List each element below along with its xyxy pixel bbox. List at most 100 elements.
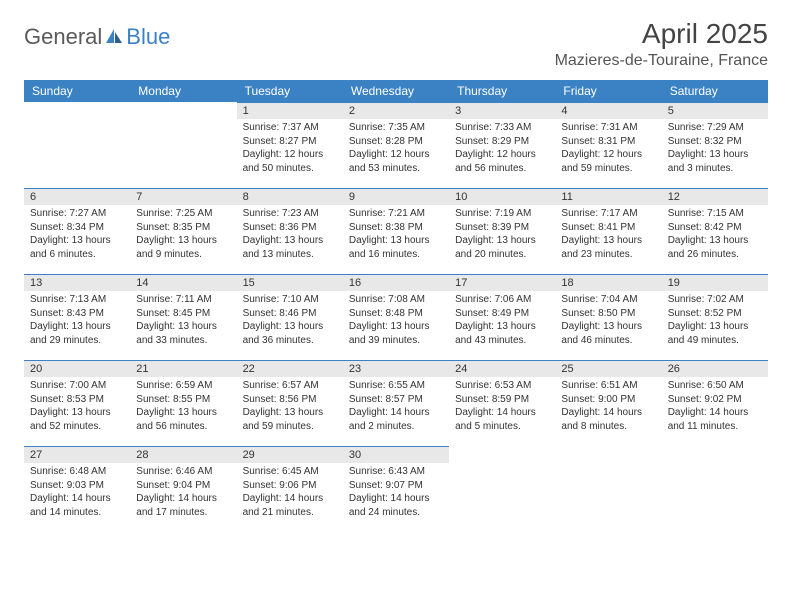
sunrise-text: Sunrise: 7:21 AM	[349, 207, 443, 221]
calendar-day-cell: 30Sunrise: 6:43 AMSunset: 9:07 PMDayligh…	[343, 446, 449, 532]
calendar-day-cell: 5Sunrise: 7:29 AMSunset: 8:32 PMDaylight…	[662, 102, 768, 188]
brand-name-2: Blue	[126, 24, 170, 50]
sunset-text: Sunset: 8:29 PM	[455, 135, 549, 149]
day-number: 22	[237, 360, 343, 377]
sunset-text: Sunset: 8:57 PM	[349, 393, 443, 407]
sunrise-text: Sunrise: 6:57 AM	[243, 379, 337, 393]
sunset-text: Sunset: 8:52 PM	[668, 307, 762, 321]
calendar-day-cell: 28Sunrise: 6:46 AMSunset: 9:04 PMDayligh…	[130, 446, 236, 532]
day-details: Sunrise: 7:13 AMSunset: 8:43 PMDaylight:…	[24, 291, 130, 351]
day-details: Sunrise: 7:23 AMSunset: 8:36 PMDaylight:…	[237, 205, 343, 265]
day-details: Sunrise: 7:33 AMSunset: 8:29 PMDaylight:…	[449, 119, 555, 179]
sunset-text: Sunset: 8:28 PM	[349, 135, 443, 149]
day-details: Sunrise: 7:27 AMSunset: 8:34 PMDaylight:…	[24, 205, 130, 265]
day-details: Sunrise: 7:06 AMSunset: 8:49 PMDaylight:…	[449, 291, 555, 351]
day-number: 28	[130, 446, 236, 463]
sunrise-text: Sunrise: 6:55 AM	[349, 379, 443, 393]
sunrise-text: Sunrise: 7:33 AM	[455, 121, 549, 135]
weekday-header: Thursday	[449, 80, 555, 102]
calendar-day-cell: 18Sunrise: 7:04 AMSunset: 8:50 PMDayligh…	[555, 274, 661, 360]
sunrise-text: Sunrise: 7:02 AM	[668, 293, 762, 307]
weekday-header: Tuesday	[237, 80, 343, 102]
weekday-header: Saturday	[662, 80, 768, 102]
day-details: Sunrise: 7:29 AMSunset: 8:32 PMDaylight:…	[662, 119, 768, 179]
sunset-text: Sunset: 8:32 PM	[668, 135, 762, 149]
sunrise-text: Sunrise: 7:37 AM	[243, 121, 337, 135]
sunset-text: Sunset: 8:53 PM	[30, 393, 124, 407]
sunset-text: Sunset: 8:49 PM	[455, 307, 549, 321]
sunset-text: Sunset: 8:46 PM	[243, 307, 337, 321]
sunrise-text: Sunrise: 6:59 AM	[136, 379, 230, 393]
daylight-text: Daylight: 14 hours and 5 minutes.	[455, 406, 549, 433]
day-number: 9	[343, 188, 449, 205]
sunrise-text: Sunrise: 7:29 AM	[668, 121, 762, 135]
calendar-day-cell: 12Sunrise: 7:15 AMSunset: 8:42 PMDayligh…	[662, 188, 768, 274]
daylight-text: Daylight: 13 hours and 23 minutes.	[561, 234, 655, 261]
calendar-day-cell: 11Sunrise: 7:17 AMSunset: 8:41 PMDayligh…	[555, 188, 661, 274]
day-details: Sunrise: 6:55 AMSunset: 8:57 PMDaylight:…	[343, 377, 449, 437]
day-details: Sunrise: 7:10 AMSunset: 8:46 PMDaylight:…	[237, 291, 343, 351]
daylight-text: Daylight: 14 hours and 24 minutes.	[349, 492, 443, 519]
sunrise-text: Sunrise: 7:13 AM	[30, 293, 124, 307]
day-details: Sunrise: 7:17 AMSunset: 8:41 PMDaylight:…	[555, 205, 661, 265]
sunset-text: Sunset: 9:07 PM	[349, 479, 443, 493]
calendar-day-cell: 10Sunrise: 7:19 AMSunset: 8:39 PMDayligh…	[449, 188, 555, 274]
sunset-text: Sunset: 8:39 PM	[455, 221, 549, 235]
brand-logo: General Blue	[24, 18, 170, 50]
day-number: 11	[555, 188, 661, 205]
sunrise-text: Sunrise: 6:50 AM	[668, 379, 762, 393]
calendar-day-cell: 7Sunrise: 7:25 AMSunset: 8:35 PMDaylight…	[130, 188, 236, 274]
weekday-header: Wednesday	[343, 80, 449, 102]
daylight-text: Daylight: 13 hours and 46 minutes.	[561, 320, 655, 347]
day-number: 14	[130, 274, 236, 291]
day-details: Sunrise: 7:04 AMSunset: 8:50 PMDaylight:…	[555, 291, 661, 351]
daylight-text: Daylight: 12 hours and 53 minutes.	[349, 148, 443, 175]
day-number: 15	[237, 274, 343, 291]
calendar-day-cell	[555, 446, 661, 532]
sunrise-text: Sunrise: 6:51 AM	[561, 379, 655, 393]
daylight-text: Daylight: 12 hours and 50 minutes.	[243, 148, 337, 175]
daylight-text: Daylight: 13 hours and 59 minutes.	[243, 406, 337, 433]
sunrise-text: Sunrise: 7:17 AM	[561, 207, 655, 221]
sunset-text: Sunset: 8:55 PM	[136, 393, 230, 407]
day-details: Sunrise: 7:00 AMSunset: 8:53 PMDaylight:…	[24, 377, 130, 437]
sunrise-text: Sunrise: 7:27 AM	[30, 207, 124, 221]
daylight-text: Daylight: 13 hours and 56 minutes.	[136, 406, 230, 433]
daylight-text: Daylight: 13 hours and 13 minutes.	[243, 234, 337, 261]
day-details: Sunrise: 6:53 AMSunset: 8:59 PMDaylight:…	[449, 377, 555, 437]
calendar-day-cell	[449, 446, 555, 532]
weekday-header: Sunday	[24, 80, 130, 102]
header: General Blue April 2025 Mazieres-de-Tour…	[24, 18, 768, 70]
weekday-header: Friday	[555, 80, 661, 102]
sunset-text: Sunset: 8:35 PM	[136, 221, 230, 235]
day-number: 25	[555, 360, 661, 377]
daylight-text: Daylight: 13 hours and 16 minutes.	[349, 234, 443, 261]
day-number: 12	[662, 188, 768, 205]
sunset-text: Sunset: 8:48 PM	[349, 307, 443, 321]
day-number: 8	[237, 188, 343, 205]
day-details: Sunrise: 6:51 AMSunset: 9:00 PMDaylight:…	[555, 377, 661, 437]
day-details: Sunrise: 6:46 AMSunset: 9:04 PMDaylight:…	[130, 463, 236, 523]
sunset-text: Sunset: 8:45 PM	[136, 307, 230, 321]
day-details: Sunrise: 6:45 AMSunset: 9:06 PMDaylight:…	[237, 463, 343, 523]
day-number: 4	[555, 102, 661, 119]
sunset-text: Sunset: 8:50 PM	[561, 307, 655, 321]
sunset-text: Sunset: 8:56 PM	[243, 393, 337, 407]
day-number: 29	[237, 446, 343, 463]
day-details: Sunrise: 6:50 AMSunset: 9:02 PMDaylight:…	[662, 377, 768, 437]
calendar-day-cell	[130, 102, 236, 188]
calendar-day-cell: 24Sunrise: 6:53 AMSunset: 8:59 PMDayligh…	[449, 360, 555, 446]
day-number: 16	[343, 274, 449, 291]
daylight-text: Daylight: 13 hours and 33 minutes.	[136, 320, 230, 347]
day-details: Sunrise: 7:37 AMSunset: 8:27 PMDaylight:…	[237, 119, 343, 179]
sunrise-text: Sunrise: 6:53 AM	[455, 379, 549, 393]
calendar-day-cell: 15Sunrise: 7:10 AMSunset: 8:46 PMDayligh…	[237, 274, 343, 360]
day-number: 2	[343, 102, 449, 119]
calendar-day-cell: 26Sunrise: 6:50 AMSunset: 9:02 PMDayligh…	[662, 360, 768, 446]
calendar-day-cell: 2Sunrise: 7:35 AMSunset: 8:28 PMDaylight…	[343, 102, 449, 188]
sunrise-text: Sunrise: 7:15 AM	[668, 207, 762, 221]
month-title: April 2025	[555, 18, 768, 50]
day-number: 23	[343, 360, 449, 377]
day-details: Sunrise: 7:19 AMSunset: 8:39 PMDaylight:…	[449, 205, 555, 265]
day-details: Sunrise: 7:08 AMSunset: 8:48 PMDaylight:…	[343, 291, 449, 351]
